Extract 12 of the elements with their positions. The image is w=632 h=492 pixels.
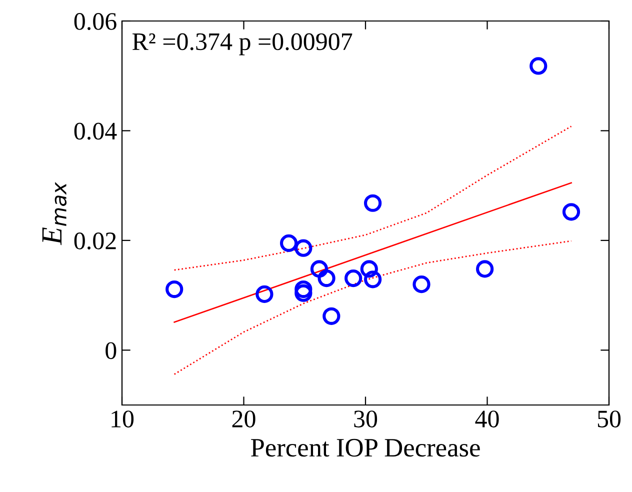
- y-tick-label: 0.02: [74, 232, 116, 250]
- y-axis-title: E$_{max}$: [42, 182, 67, 246]
- x-tick-label: 10: [112, 410, 134, 428]
- x-tick-label: 20: [232, 410, 256, 428]
- annotation: R² =0.374 p =0.00907: [132, 33, 352, 56]
- y-tick-label: 0: [106, 342, 116, 360]
- x-tick-label: 40: [475, 410, 499, 428]
- y-tick-label: 0.06: [74, 13, 116, 30]
- x-tick-label: 30: [354, 410, 378, 428]
- x-tick-label: 50: [598, 410, 621, 428]
- x-axis-title: Percent IOP Decrease: [250, 438, 480, 457]
- y-tick-label: 0.04: [74, 122, 117, 140]
